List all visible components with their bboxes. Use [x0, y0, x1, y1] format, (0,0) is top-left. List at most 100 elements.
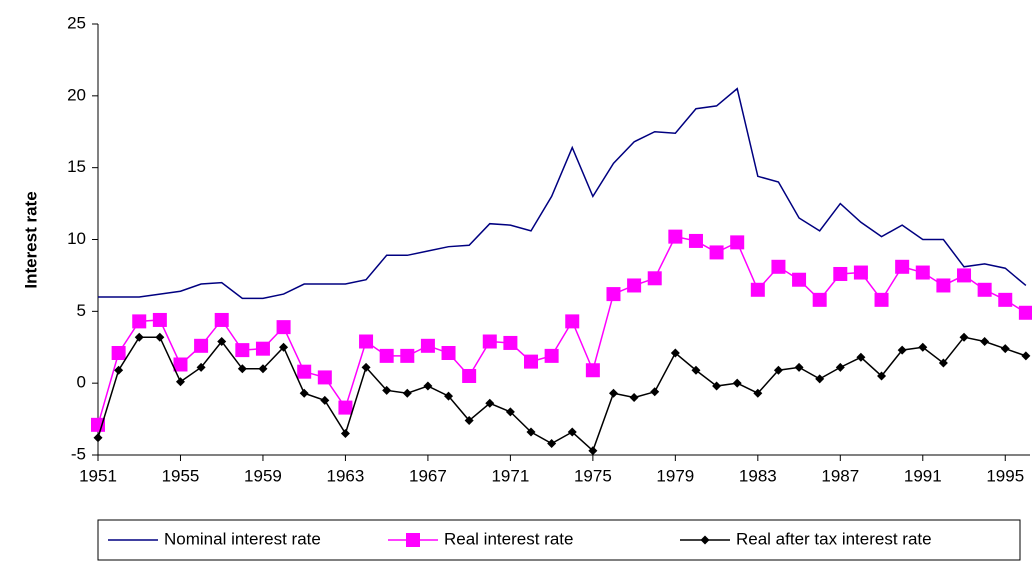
marker	[567, 427, 577, 437]
marker	[175, 377, 185, 387]
series-line	[97, 336, 1027, 452]
marker	[462, 368, 477, 383]
marker	[815, 374, 825, 384]
marker	[938, 358, 948, 368]
marker	[503, 335, 518, 350]
marker	[279, 342, 289, 352]
legend-label: Real interest rate	[444, 529, 573, 548]
marker	[402, 388, 412, 398]
marker	[464, 416, 474, 426]
marker	[276, 320, 291, 335]
marker	[544, 348, 559, 363]
marker	[420, 338, 435, 353]
marker	[833, 266, 848, 281]
marker	[712, 381, 722, 391]
marker	[835, 362, 845, 372]
marker	[406, 533, 420, 547]
marker	[444, 391, 454, 401]
marker	[647, 271, 662, 286]
marker	[1000, 344, 1010, 354]
marker	[485, 398, 495, 408]
x-tick-label: 1983	[739, 466, 777, 485]
marker	[173, 357, 188, 372]
legend-box	[97, 519, 1021, 561]
marker	[750, 282, 765, 297]
y-tick-label: 15	[67, 157, 86, 176]
marker	[792, 272, 807, 287]
marker	[524, 354, 539, 369]
x-tick-label: 1971	[491, 466, 529, 485]
x-tick-label: 1975	[574, 466, 612, 485]
marker	[853, 265, 868, 280]
marker	[771, 259, 786, 274]
marker	[670, 348, 680, 358]
marker	[255, 341, 270, 356]
marker	[998, 292, 1013, 307]
marker	[700, 535, 710, 545]
x-tick-label: 1979	[656, 466, 694, 485]
y-tick-label: 10	[67, 229, 86, 248]
marker	[668, 229, 683, 244]
x-tick-label: 1955	[162, 466, 200, 485]
marker	[338, 400, 353, 415]
marker	[114, 365, 124, 375]
marker	[155, 332, 165, 342]
marker	[957, 268, 972, 283]
marker	[936, 278, 951, 293]
marker	[441, 345, 456, 360]
marker	[93, 433, 103, 443]
marker	[977, 282, 992, 297]
marker	[585, 363, 600, 378]
legend-label: Real after tax interest rate	[736, 529, 932, 548]
marker	[194, 338, 209, 353]
x-tick-label: 1951	[79, 466, 117, 485]
marker	[505, 407, 515, 417]
marker	[980, 337, 990, 347]
x-tick-label: 1963	[327, 466, 365, 485]
marker	[320, 395, 330, 405]
marker	[874, 292, 889, 307]
y-tick-label: 0	[77, 373, 86, 392]
marker	[111, 345, 126, 360]
marker	[1018, 305, 1032, 320]
marker	[359, 334, 374, 349]
marker	[1021, 351, 1031, 361]
y-tick-label: -5	[71, 444, 86, 463]
marker	[317, 370, 332, 385]
series-line	[97, 235, 1027, 426]
marker	[258, 364, 268, 374]
marker	[565, 314, 580, 329]
marker	[606, 287, 621, 302]
marker	[608, 388, 618, 398]
marker	[379, 348, 394, 363]
marker	[361, 362, 371, 372]
x-tick-label: 1991	[904, 466, 942, 485]
y-tick-label: 5	[77, 301, 86, 320]
marker	[299, 388, 309, 398]
marker	[915, 265, 930, 280]
marker	[918, 342, 928, 352]
legend-label: Nominal interest rate	[164, 529, 321, 548]
marker	[134, 332, 144, 342]
marker	[688, 233, 703, 248]
marker	[730, 235, 745, 250]
marker	[877, 371, 887, 381]
marker	[709, 245, 724, 260]
marker	[856, 352, 866, 362]
marker	[297, 364, 312, 379]
x-tick-label: 1967	[409, 466, 447, 485]
marker	[132, 314, 147, 329]
marker	[217, 337, 227, 347]
marker	[691, 365, 701, 375]
marker	[547, 439, 557, 449]
marker	[732, 378, 742, 388]
marker	[629, 393, 639, 403]
x-tick-label: 1995	[986, 466, 1024, 485]
marker	[812, 292, 827, 307]
marker	[526, 427, 536, 437]
marker	[237, 364, 247, 374]
marker	[794, 362, 804, 372]
marker	[235, 343, 250, 358]
marker	[650, 387, 660, 397]
